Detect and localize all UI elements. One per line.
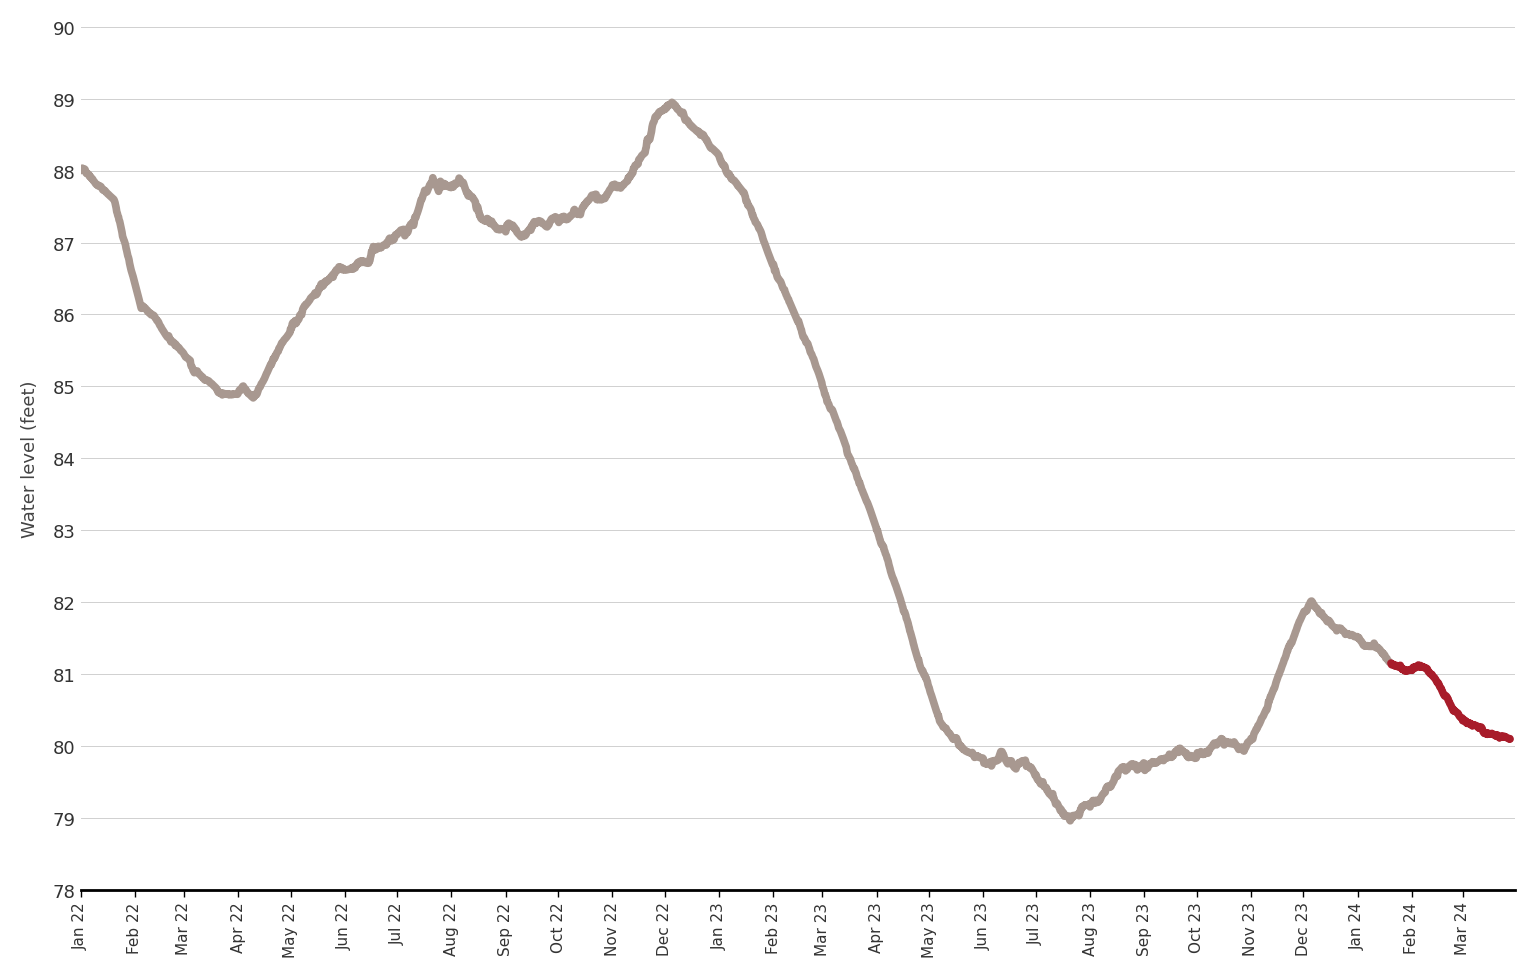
Y-axis label: Water level (feet): Water level (feet) — [22, 380, 38, 538]
